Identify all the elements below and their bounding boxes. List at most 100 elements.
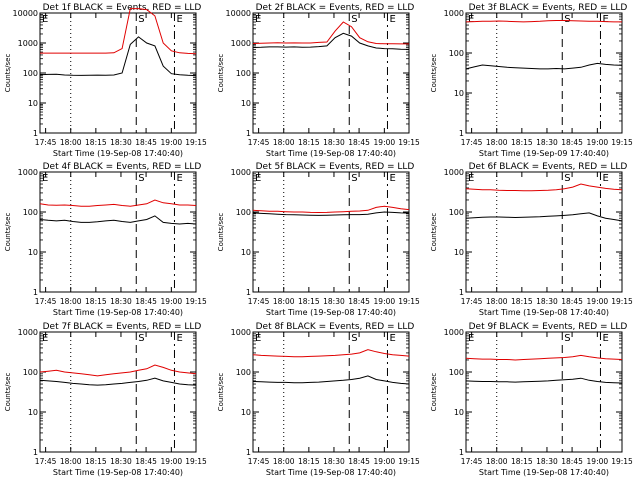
y-tick-label: 1000 [444,9,464,18]
s-label: S [564,333,570,344]
events-series-line [465,377,623,384]
x-tick-label: 18:00 [486,138,508,147]
y-axis-label: Counts/sec [4,373,12,412]
panel-det-2: Det 2f BLACK = Events, RED = LLD Counts/s… [217,3,420,158]
x-tick-label: 17:45 [461,457,483,466]
x-tick-label: 18:30 [323,457,345,466]
lld-series-line [40,8,197,55]
panel-det-5: Det 5f BLACK = Events, RED = LLD Counts/s… [217,162,420,317]
x-tick-label: 19:00 [587,138,609,147]
s-label: S [138,173,144,184]
e-label: E [176,173,182,184]
plot-frame [39,171,197,293]
e-label: E [389,14,395,25]
x-tick-label: 19:00 [161,138,183,147]
y-tick-label: 10 [454,89,464,98]
panel-det-9: Det 9f BLACK = Events, RED = LLD Counts/s… [430,322,633,477]
x-tick-label: 18:15 [298,138,320,147]
panel-det-3: Det 3f BLACK = Events, RED = LLD Counts/s… [430,3,633,158]
plot-frame [252,171,410,293]
panel-title: Det 5f BLACK = Events, RED = LLD [256,162,415,172]
x-tick-label: 17:45 [35,138,57,147]
y-tick-label: 1 [246,129,251,138]
panel-title: Det 1f BLACK = Events, RED = LLD [43,3,202,13]
lld-series-line [39,199,197,207]
y-tick-label: 100 [236,69,251,78]
plot-frame [465,171,623,293]
x-tick-label: 18:15 [298,457,320,466]
events-series-line [252,32,410,50]
y-tick-label: 10000 [13,9,38,18]
y-tick-label: 100 [449,49,464,58]
y-axis-label: Counts/sec [430,54,438,93]
e-label: E [176,333,182,344]
x-tick-label: 18:45 [135,297,157,306]
plot-frame [39,331,197,453]
x-tick-label: 18:45 [561,297,583,306]
e-label: E [42,173,48,184]
lld-series-line [465,354,623,361]
x-tick-label: 18:00 [486,297,508,306]
x-tick-label: 17:45 [35,297,57,306]
s-label: S [351,333,357,344]
x-tick-label: 18:15 [85,297,107,306]
x-tick-label: 18:15 [511,457,533,466]
x-tick-label: 18:00 [273,457,295,466]
s-label: S [564,173,570,184]
e-label: E [602,173,608,184]
x-tick-label: 19:00 [161,457,183,466]
e-label: E [255,14,261,25]
plot-frame [39,12,197,134]
x-tick-label: 17:45 [461,297,483,306]
x-tick-label: 18:15 [298,297,320,306]
x-tick-label: 18:30 [323,297,345,306]
x-tick-label: 19:00 [374,457,396,466]
x-tick-label: 19:15 [185,138,207,147]
x-tick-label: 19:00 [587,457,609,466]
panel-det-6: Det 6f BLACK = Events, RED = LLD Counts/s… [430,162,633,317]
x-axis-label: Start Time (19-Sep-08 17:40:40) [53,308,183,317]
plot-frame [465,12,623,134]
y-tick-label: 1 [33,448,38,457]
s-label: S [564,14,570,25]
x-tick-label: 19:00 [587,297,609,306]
x-tick-label: 18:15 [85,457,107,466]
x-tick-label: 17:45 [35,457,57,466]
s-label: S [351,173,357,184]
x-axis-label: Start Time (19-Sep-08 17:40:40) [53,149,183,158]
y-tick-label: 1 [33,129,38,138]
y-tick-label: 1 [459,129,464,138]
y-tick-label: 100 [23,69,38,78]
x-tick-label: 19:15 [611,138,633,147]
x-tick-label: 18:45 [135,457,157,466]
x-tick-label: 19:00 [374,138,396,147]
events-series-line [465,62,623,70]
lld-series-line [465,20,622,23]
y-tick-label: 1000 [18,168,38,177]
y-tick-label: 10 [454,408,464,417]
e-label: E [389,173,395,184]
x-tick-label: 18:45 [561,138,583,147]
y-axis-label: Counts/sec [217,373,225,412]
x-tick-label: 18:45 [348,297,370,306]
x-tick-label: 18:00 [486,457,508,466]
panel-title: Det 3f BLACK = Events, RED = LLD [469,3,628,13]
events-series-line [252,375,410,385]
y-tick-label: 10 [241,248,251,257]
x-tick-label: 17:45 [248,138,270,147]
s-label: S [138,14,144,25]
x-tick-label: 18:45 [135,138,157,147]
y-tick-label: 10 [28,248,38,257]
x-tick-label: 19:15 [185,457,207,466]
e-label: E [255,333,261,344]
y-tick-label: 1 [33,288,38,297]
y-tick-label: 1000 [231,39,251,48]
y-tick-label: 1 [246,288,251,297]
x-tick-label: 18:30 [110,138,132,147]
panel-title: Det 4f BLACK = Events, RED = LLD [43,162,202,172]
x-axis-label: Start Time (19-Sep-08 17:40:40) [479,468,609,477]
e-label: E [468,173,474,184]
panel-det-8: Det 8f BLACK = Events, RED = LLD Counts/s… [217,322,420,477]
panel-title: Det 9f BLACK = Events, RED = LLD [469,322,628,332]
panel-title: Det 2f BLACK = Events, RED = LLD [256,3,415,13]
